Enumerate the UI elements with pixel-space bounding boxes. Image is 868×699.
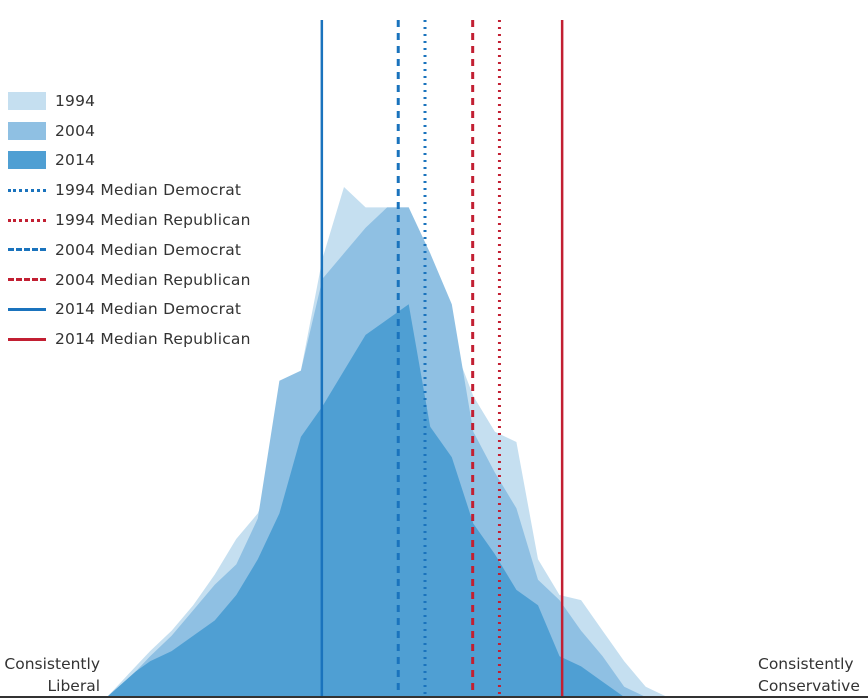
legend-label: 2004 Median Democrat (55, 240, 242, 259)
legend-item-1994-median-democrat: 1994 Median Democrat (8, 175, 251, 205)
legend-swatch (8, 91, 46, 110)
legend-item-2014: 2014 (8, 146, 251, 176)
legend-item-2004: 2004 (8, 116, 251, 146)
legend-item-1994: 1994 (8, 86, 251, 116)
legend-label: 2014 Median Republican (55, 330, 251, 349)
legend-label: 1994 (55, 91, 96, 110)
legend-label: 2014 (55, 151, 96, 170)
legend-line-sample (8, 307, 46, 311)
legend-label: 2004 Median Republican (55, 270, 251, 289)
legend-item-2014-median-democrat: 2014 Median Democrat (8, 295, 251, 325)
legend-label: 1994 Median Republican (55, 211, 251, 230)
legend-line-sample (8, 188, 46, 192)
legend-line-sample (8, 278, 46, 282)
legend-item-1994-median-republican: 1994 Median Republican (8, 205, 251, 235)
distribution-areas (107, 187, 760, 697)
legend-item-2004-median-republican: 2004 Median Republican (8, 265, 251, 295)
x-axis-left-label: Consistently Liberal (0, 653, 100, 697)
legend-line-sample (8, 218, 46, 222)
legend-line-sample (8, 337, 46, 341)
legend-line-sample (8, 248, 46, 252)
x-axis-right-label-line2: Conservative (758, 677, 860, 695)
median-lines (320, 20, 564, 697)
legend-item-2004-median-democrat: 2004 Median Democrat (8, 235, 251, 265)
area-series-2014 (107, 304, 760, 697)
legend-label: 2004 (55, 121, 96, 140)
x-axis-right-label: Consistently Conservative (758, 653, 868, 697)
x-axis-right-label-line1: Consistently (758, 655, 854, 673)
legend-item-2014-median-republican: 2014 Median Republican (8, 324, 251, 354)
x-axis-left-label-line1: Consistently (4, 655, 100, 673)
legend-swatch (8, 121, 46, 140)
x-axis-left-label-line2: Liberal (47, 677, 101, 695)
chart-legend: 1994 2004 2014 1994 Median Democrat 1994 Med… (8, 86, 251, 354)
legend-label: 1994 Median Democrat (55, 181, 242, 200)
legend-label: 2014 Median Democrat (55, 300, 242, 319)
legend-swatch (8, 151, 46, 170)
